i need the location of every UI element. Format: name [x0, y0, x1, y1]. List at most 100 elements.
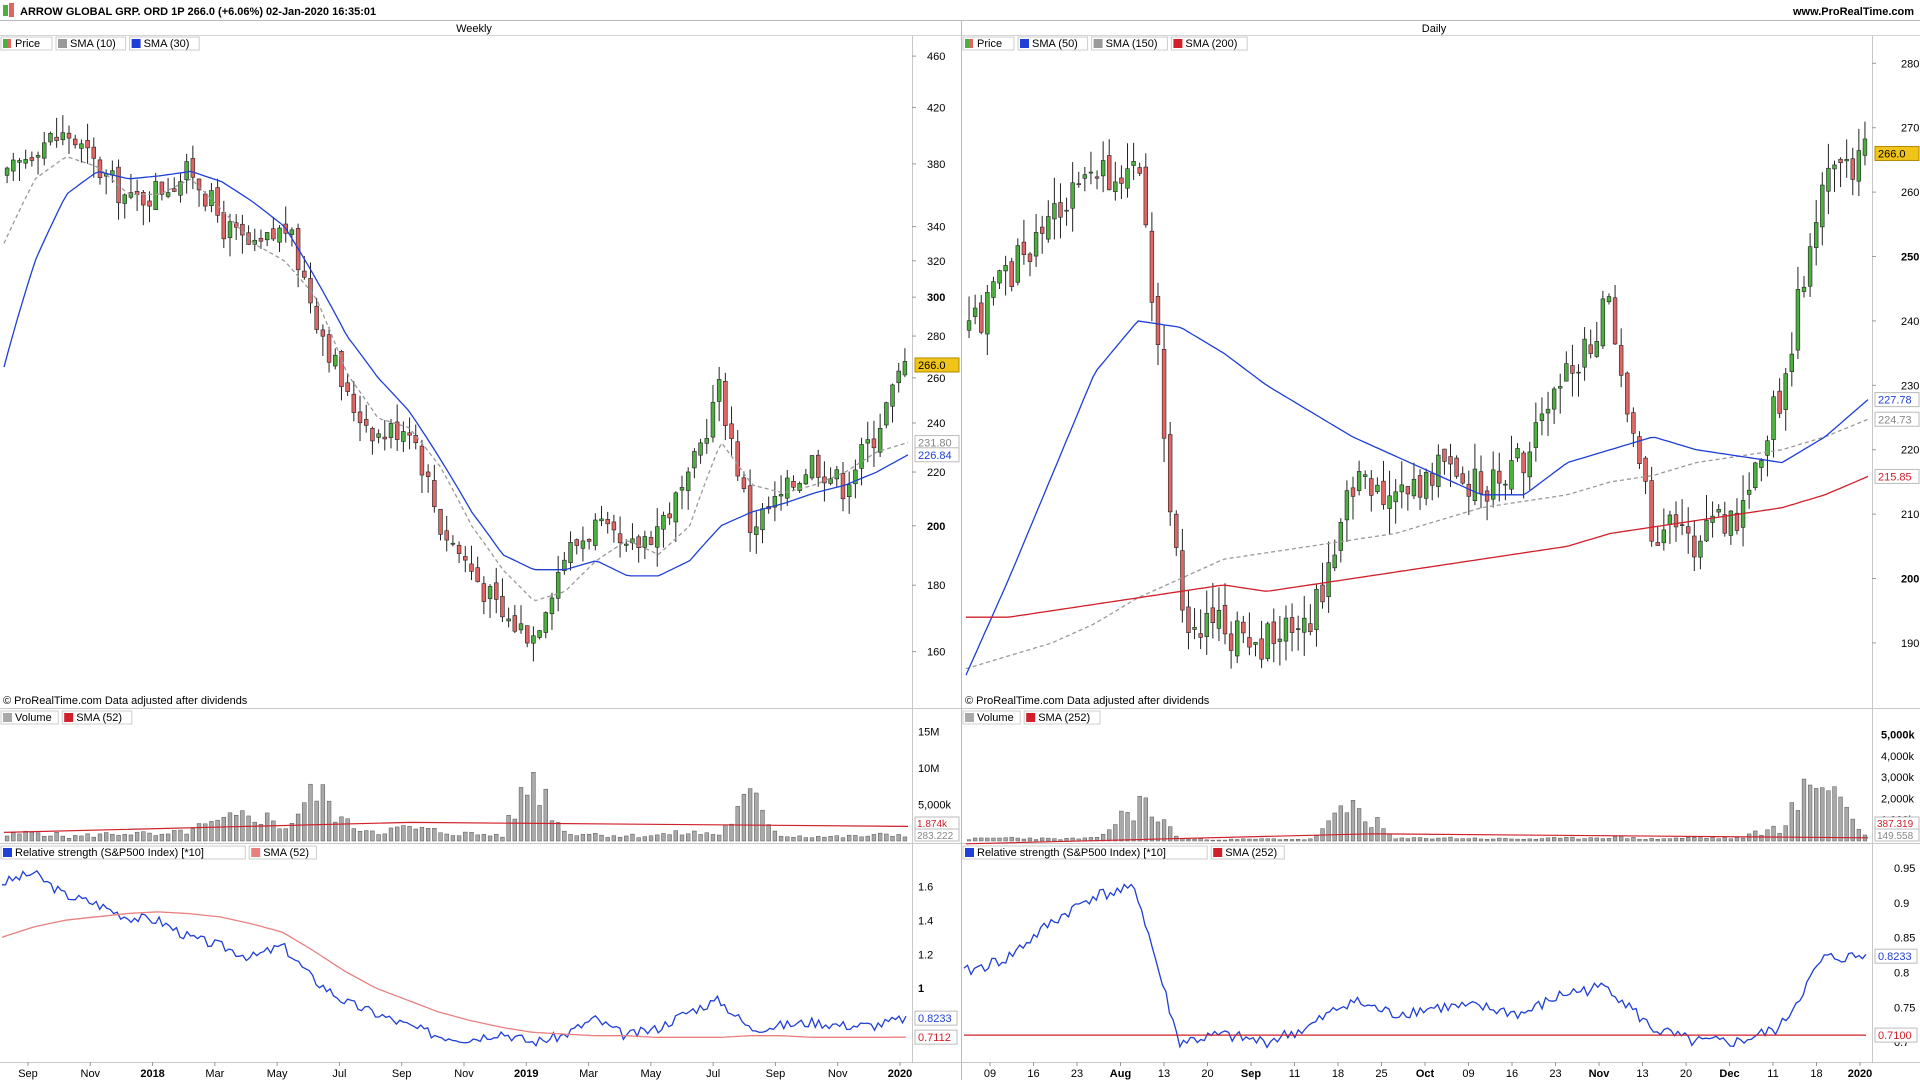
daily-candle: [1052, 177, 1057, 240]
daily-volume-bar: [1692, 837, 1697, 842]
weekly-volume-bar: [165, 833, 171, 842]
weekly-candle: [667, 502, 672, 525]
daily-volume-bar: [1399, 837, 1404, 842]
daily-sma50-line: [965, 320, 1869, 676]
daily-volume-bar: [1710, 837, 1715, 842]
weekly-rs-tag-label: 0.7112: [918, 1032, 951, 1044]
weekly-price-tag-label: 231.80: [918, 438, 952, 450]
daily-candle-body: [1149, 230, 1155, 303]
daily-candle-body: [1539, 413, 1545, 421]
daily-candle-body: [1241, 621, 1246, 634]
daily-volume-bar: [1588, 837, 1593, 842]
weekly-candle-body: [172, 188, 177, 192]
daily-candle: [979, 295, 984, 335]
weekly-candle-body: [23, 159, 28, 164]
weekly-rs-legend-swatch: [3, 848, 12, 857]
daily-volume-bar: [1850, 818, 1855, 842]
daily-candle: [1253, 641, 1258, 657]
daily-volume-bar: [1497, 837, 1502, 842]
daily-candle: [1003, 255, 1008, 296]
daily-volume-bar: [1015, 837, 1020, 842]
daily-candle: [1600, 290, 1606, 349]
instrument-title: ARROW GLOBAL GRP. ORD 1P 266.0 (+6.06%) …: [20, 6, 376, 18]
weekly-candle: [580, 526, 586, 562]
daily-sma200-line: [966, 475, 1869, 618]
daily-candle: [1314, 584, 1319, 647]
daily-candle-body: [1649, 480, 1654, 542]
daily-volume-bar: [1155, 821, 1161, 842]
app-logo-icon: [3, 5, 8, 16]
weekly-legend-swatch: [58, 39, 67, 48]
daily-candle: [966, 296, 972, 339]
weekly-candle: [766, 496, 771, 514]
daily-candle-body: [1612, 297, 1618, 345]
daily-candle: [1119, 165, 1124, 200]
daily-candle: [1082, 166, 1088, 192]
weekly-volume-bar: [215, 819, 220, 842]
weekly-candle-body: [227, 221, 233, 239]
weekly-volume-sma-line: [3, 821, 909, 833]
weekly-volume-bar: [475, 834, 480, 842]
daily-volume-bar: [1442, 837, 1447, 842]
weekly-volume-bar: [469, 832, 474, 842]
daily-candle: [1679, 499, 1685, 536]
daily-candle: [1631, 407, 1636, 448]
weekly-candle: [574, 538, 579, 555]
weekly-price-tag-box: [914, 447, 960, 463]
weekly-legend-label: Price: [15, 38, 40, 50]
weekly-candle-body: [661, 515, 666, 530]
daily-candle: [1027, 252, 1033, 277]
daily-volume-bar: [1064, 838, 1069, 842]
weekly-x-tick-label: 2018: [140, 1068, 164, 1080]
weekly-candle: [531, 626, 536, 662]
weekly-volume-bar: [568, 834, 573, 842]
daily-candle: [1265, 621, 1270, 662]
weekly-candle-body: [407, 432, 412, 436]
weekly-volume-bar: [122, 834, 127, 842]
daily-candle: [1125, 143, 1130, 198]
weekly-volume-bar: [636, 837, 641, 842]
daily-candle-body: [1637, 436, 1642, 464]
daily-candle-body: [1326, 562, 1331, 598]
daily-volume-bar: [1564, 837, 1569, 842]
daily-volume-bar: [1289, 839, 1295, 842]
weekly-candle: [797, 481, 802, 493]
weekly-x-tick-label: Mar: [205, 1068, 224, 1080]
daily-candle-body: [1826, 167, 1831, 192]
weekly-copyright-note: © ProRealTime.com Data adjusted after di…: [3, 695, 248, 707]
daily-candle: [1289, 603, 1295, 652]
weekly-candle-body: [624, 543, 629, 546]
daily-price-tick-label: 230: [1901, 380, 1919, 392]
weekly-candle: [630, 523, 635, 551]
weekly-volume-bar: [203, 823, 208, 842]
daily-candle-body: [991, 281, 996, 298]
weekly-candle: [35, 151, 41, 175]
daily-candle-body: [1862, 138, 1868, 156]
daily-candle: [1094, 170, 1100, 190]
daily-candle: [1576, 364, 1581, 397]
daily-candle-body: [979, 302, 984, 333]
daily-candle: [1698, 535, 1703, 570]
daily-candle-body: [1228, 633, 1234, 651]
daily-volume-bar: [1576, 838, 1581, 842]
weekly-volume-bar: [444, 833, 449, 842]
daily-candle: [1625, 371, 1630, 423]
weekly-volume-bar: [147, 832, 152, 842]
daily-candle-body: [1704, 519, 1709, 542]
daily-volume-bar: [1570, 836, 1575, 842]
weekly-volume-bar: [388, 827, 394, 842]
source-link[interactable]: www.ProRealTime.com: [1792, 6, 1914, 18]
daily-volume-tag-red: 387.319: [1874, 816, 1920, 830]
daily-volume-bar: [1503, 838, 1508, 842]
weekly-volume-bar: [308, 783, 313, 842]
daily-candle-body: [1009, 261, 1014, 287]
weekly-candle-body: [277, 227, 282, 243]
weekly-candle: [240, 214, 245, 254]
daily-volume-bar: [1332, 812, 1337, 842]
weekly-candle: [512, 605, 518, 634]
daily-candle-body: [1076, 183, 1081, 186]
weekly-legend-label: SMA (10): [70, 38, 116, 50]
weekly-candle-body: [215, 187, 220, 216]
weekly-volume-bar: [859, 836, 864, 842]
weekly-volume-bar: [407, 826, 412, 842]
